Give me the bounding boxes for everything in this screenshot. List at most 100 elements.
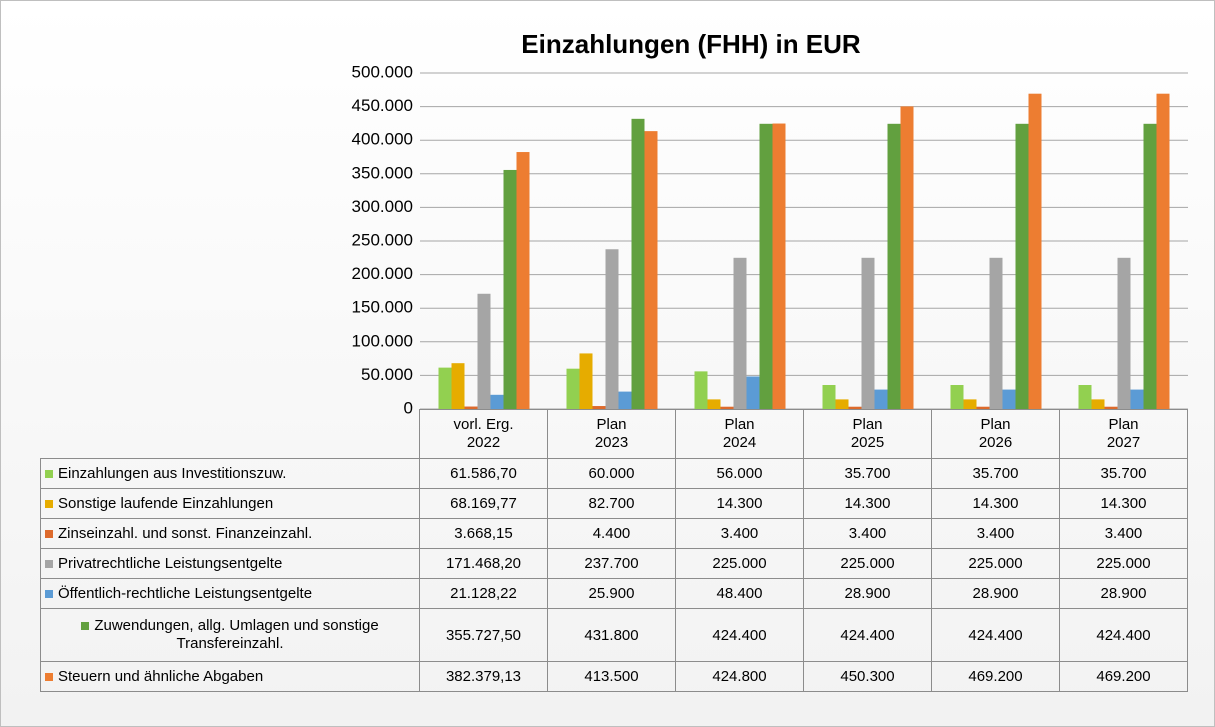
value-label: 28.900 xyxy=(931,578,1060,609)
bar xyxy=(822,385,836,409)
table-row: Zinseinzahl. und sonst. Finanzeinzahl. 3.… xyxy=(40,518,1188,549)
bar xyxy=(631,118,645,410)
value-label: 424.400 xyxy=(1059,608,1188,662)
y-tick-label: 250.000 xyxy=(352,230,413,249)
table-header-row: vorl. Erg. 2022 Plan 2023 Plan 2024 Plan 20… xyxy=(41,409,1188,459)
bar xyxy=(900,106,914,409)
value-label: 424.400 xyxy=(931,608,1060,662)
table-row: Einzahlungen aus Investitionszuw. 61.586,… xyxy=(40,458,1188,489)
table-row: Öffentlich-rechtliche Leistungsentgelte 2… xyxy=(40,578,1188,609)
value-label: 171.468,20 xyxy=(419,548,548,579)
bar xyxy=(618,391,632,409)
legend-label: Öffentlich-rechtliche Leistungsentgelte xyxy=(58,585,313,602)
value-label: 3.400 xyxy=(1059,518,1188,549)
value-label: 60.000 xyxy=(547,458,676,489)
table-corner xyxy=(41,410,420,459)
bar xyxy=(759,123,773,410)
bar xyxy=(477,293,491,409)
y-tick-label: 500.000 xyxy=(352,62,413,81)
legend-swatch xyxy=(45,560,53,569)
category-label: Plan 2027 xyxy=(1059,409,1188,459)
legend-cell: Sonstige laufende Einzahlungen xyxy=(40,488,420,519)
bar xyxy=(707,399,721,409)
y-tick-label: 50.000 xyxy=(361,365,413,384)
legend-cell: Zuwendungen, allg. Umlagen und sonstige … xyxy=(40,608,420,662)
bar xyxy=(464,406,478,409)
legend-cell: Steuern und ähnliche Abgaben xyxy=(40,661,420,692)
bar xyxy=(694,371,708,409)
y-tick-label: 350.000 xyxy=(352,163,413,182)
bar xyxy=(1130,389,1144,409)
y-tick-label: 0 xyxy=(404,398,413,417)
bar xyxy=(950,385,964,409)
legend-label: Einzahlungen aus Investitionszuw. xyxy=(58,465,287,482)
bar xyxy=(566,368,580,409)
value-label: 14.300 xyxy=(1059,488,1188,519)
value-label: 14.300 xyxy=(803,488,932,519)
y-tick-label: 150.000 xyxy=(352,298,413,317)
bar xyxy=(644,131,658,410)
legend-swatch xyxy=(45,590,53,599)
bar xyxy=(1156,93,1170,409)
legend-label: Privatrechtliche Leistungsentgelte xyxy=(58,555,283,572)
bar xyxy=(835,399,849,409)
category-label: Plan 2026 xyxy=(931,409,1060,459)
bar xyxy=(503,169,517,409)
y-tick-label: 450.000 xyxy=(352,96,413,115)
table-row: Zuwendungen, allg. Umlagen und sonstige … xyxy=(40,608,1188,662)
value-label: 35.700 xyxy=(931,458,1060,489)
value-label: 56.000 xyxy=(675,458,804,489)
value-label: 82.700 xyxy=(547,488,676,519)
value-label: 237.700 xyxy=(547,548,676,579)
bar xyxy=(1104,406,1118,409)
value-label: 413.500 xyxy=(547,661,676,692)
value-label: 225.000 xyxy=(1059,548,1188,579)
value-label: 382.379,13 xyxy=(419,661,548,692)
category-label: Plan 2024 xyxy=(675,409,804,459)
data-table: vorl. Erg. 2022 Plan 2023 Plan 2024 Plan 20… xyxy=(40,409,1188,692)
table-row: Privatrechtliche Leistungsentgelte 171.46… xyxy=(40,548,1188,579)
table-row: Steuern und ähnliche Abgaben 382.379,13 41… xyxy=(40,661,1188,692)
legend-cell: Zinseinzahl. und sonst. Finanzeinzahl. xyxy=(40,518,420,549)
value-label: 3.668,15 xyxy=(419,518,548,549)
value-label: 355.727,50 xyxy=(419,608,548,662)
bar xyxy=(887,123,901,410)
bar xyxy=(1028,93,1042,409)
bar xyxy=(516,152,530,409)
legend-swatch xyxy=(45,470,53,479)
legend-swatch xyxy=(45,500,53,509)
legend-swatch xyxy=(81,622,90,631)
value-label: 3.400 xyxy=(803,518,932,549)
legend-cell: Privatrechtliche Leistungsentgelte xyxy=(40,548,420,579)
value-label: 14.300 xyxy=(931,488,1060,519)
y-tick-label: 200.000 xyxy=(352,264,413,283)
value-label: 35.700 xyxy=(803,458,932,489)
category-label: vorl. Erg. 2022 xyxy=(419,409,548,459)
value-label: 61.586,70 xyxy=(419,458,548,489)
bar xyxy=(1143,123,1157,410)
value-label: 469.200 xyxy=(1059,661,1188,692)
bar xyxy=(874,389,888,409)
bar xyxy=(848,406,862,409)
value-label: 35.700 xyxy=(1059,458,1188,489)
value-label: 4.400 xyxy=(547,518,676,549)
bar xyxy=(1078,385,1092,409)
value-label: 450.300 xyxy=(803,661,932,692)
value-label: 25.900 xyxy=(547,578,676,609)
chart-title: Einzahlungen (FHH) in EUR xyxy=(521,29,861,59)
legend-label: Steuern und ähnliche Abgaben xyxy=(58,668,264,685)
bar xyxy=(989,257,1003,409)
bar xyxy=(720,406,734,409)
bar xyxy=(976,406,990,409)
bar xyxy=(438,367,452,409)
legend-swatch xyxy=(45,673,53,682)
bar xyxy=(772,123,786,410)
value-label: 431.800 xyxy=(547,608,676,662)
bar xyxy=(592,406,606,409)
bar xyxy=(746,376,760,409)
value-label: 469.200 xyxy=(931,661,1060,692)
value-label: 48.400 xyxy=(675,578,804,609)
value-label: 28.900 xyxy=(803,578,932,609)
legend-label: Zinseinzahl. und sonst. Finanzeinzahl. xyxy=(58,525,313,542)
